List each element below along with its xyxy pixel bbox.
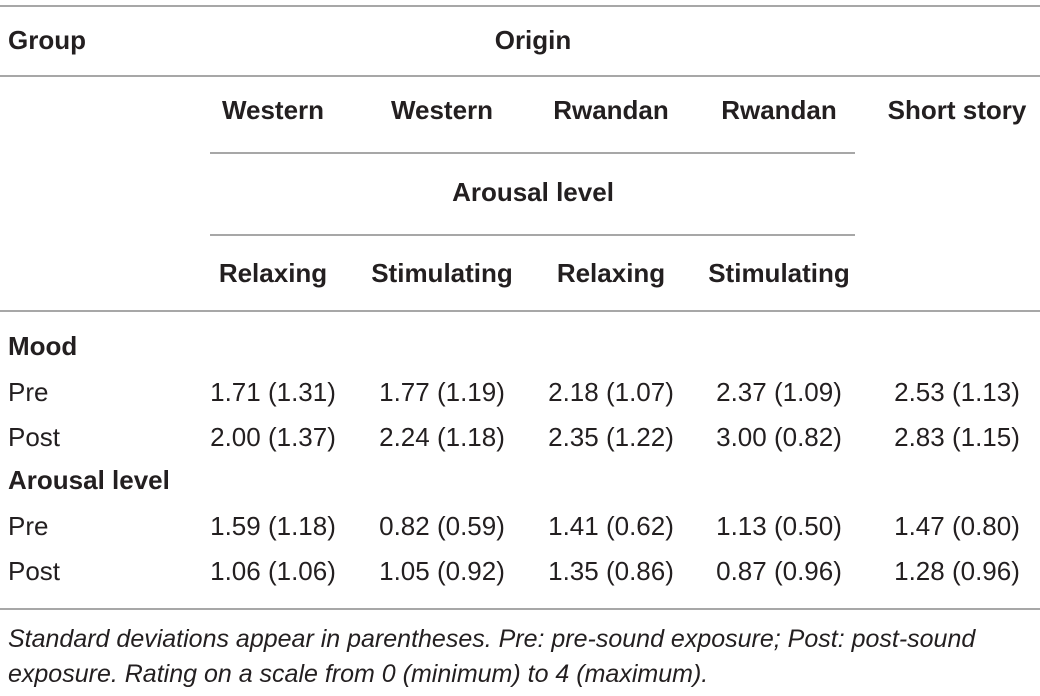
row-label: Pre — [8, 377, 48, 407]
row-label: Pre — [8, 511, 48, 541]
origin-label: Western — [222, 95, 324, 125]
cell: 1.35 (0.86) — [548, 556, 674, 586]
cell: 1.05 (0.92) — [379, 556, 505, 586]
cell: 1.41 (0.62) — [548, 511, 674, 541]
origin-label: Rwandan — [553, 95, 669, 125]
origin-header: Origin — [495, 25, 572, 55]
cell: 2.00 (1.37) — [210, 422, 336, 452]
row-label: Post — [8, 556, 61, 586]
cell: 2.35 (1.22) — [548, 422, 674, 452]
arousal-label: Stimulating — [708, 258, 850, 288]
cell: 2.18 (1.07) — [548, 377, 674, 407]
arousal-header: Arousal level — [452, 177, 614, 207]
arousal-label: Relaxing — [219, 258, 327, 288]
cell: 2.53 (1.13) — [894, 377, 1020, 407]
row-label: Post — [8, 422, 61, 452]
arousal-label: Relaxing — [557, 258, 665, 288]
cell: 1.59 (1.18) — [210, 511, 336, 541]
cell: 1.47 (0.80) — [894, 511, 1020, 541]
section-title: Mood — [8, 331, 77, 361]
group-header: Group — [8, 25, 86, 55]
origin-label: Rwandan — [721, 95, 837, 125]
cell: 1.28 (0.96) — [894, 556, 1020, 586]
cell: 1.13 (0.50) — [716, 511, 842, 541]
cell: 1.06 (1.06) — [210, 556, 336, 586]
cell: 2.24 (1.18) — [379, 422, 505, 452]
arousal-label: Stimulating — [371, 258, 513, 288]
cell: 1.77 (1.19) — [379, 377, 505, 407]
cell: 0.82 (0.59) — [379, 511, 505, 541]
section-title: Arousal level — [8, 465, 170, 495]
cell: 1.71 (1.31) — [210, 377, 336, 407]
table-note: Standard deviations appear in parenthese… — [8, 625, 976, 688]
origin-label: Western — [391, 95, 493, 125]
cell: 2.37 (1.09) — [716, 377, 842, 407]
cell: 2.83 (1.15) — [894, 422, 1020, 452]
origin-label: Short story — [888, 95, 1027, 125]
cell: 3.00 (0.82) — [716, 422, 842, 452]
cell: 0.87 (0.96) — [716, 556, 842, 586]
